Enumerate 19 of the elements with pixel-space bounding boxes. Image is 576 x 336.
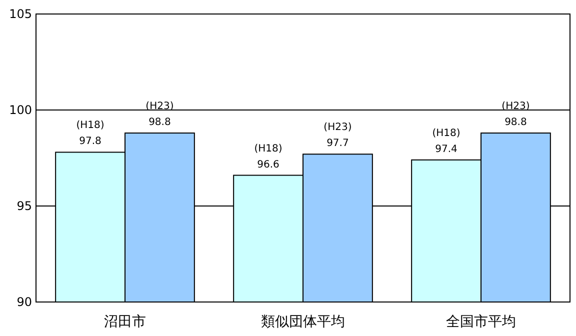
data-label: 97.7 — [326, 138, 349, 150]
y-tick-label: 95 — [16, 199, 32, 213]
x-tick-label: 全国市平均 — [446, 314, 516, 330]
x-tick-label: 類似団体平均 — [261, 314, 345, 330]
data-label: 96.6 — [257, 159, 280, 170]
y-tick-label: 105 — [9, 7, 32, 21]
data-label: 98.8 — [504, 117, 527, 128]
x-tick-label: 沼田市 — [104, 314, 146, 330]
data-label: 98.8 — [148, 117, 171, 128]
data-label: 97.8 — [79, 136, 102, 148]
text: (H18) — [432, 128, 460, 139]
text: (H23) — [502, 101, 530, 112]
text: (H18) — [254, 143, 282, 154]
y-tick-label: 90 — [16, 295, 32, 309]
y-tick-label: 100 — [9, 103, 32, 117]
text: (H23) — [146, 101, 174, 112]
text: (H23) — [324, 122, 352, 134]
data-label: 97.4 — [435, 144, 458, 155]
text: (H18) — [76, 120, 104, 132]
